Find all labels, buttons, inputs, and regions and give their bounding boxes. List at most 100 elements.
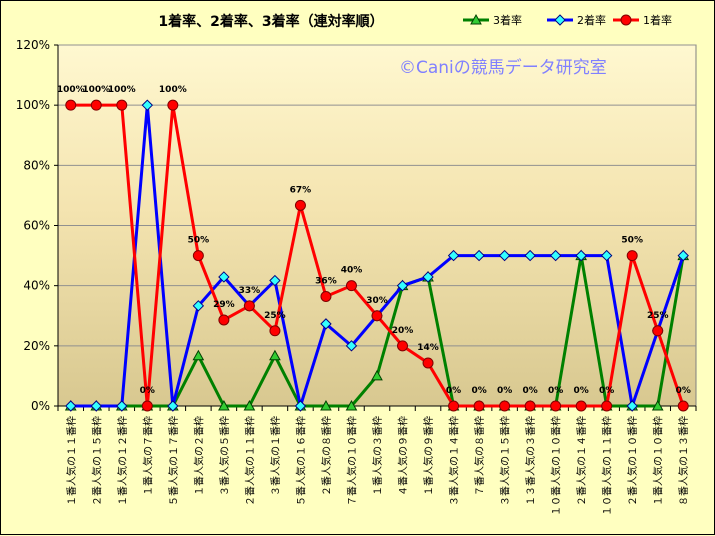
x-tick-label: １番人気の３番枠 <box>371 416 384 496</box>
y-tick-label: 100% <box>16 98 50 112</box>
legend-label: 2着率 <box>577 13 606 27</box>
legend: 3着率 2着率 1着率 <box>463 13 672 27</box>
data-point <box>601 400 613 412</box>
watermark: ©Caniの競馬データ研究室 <box>399 57 607 78</box>
x-tick-label: ３番人気の１番枠 <box>269 416 282 496</box>
y-tick-label: 40% <box>23 279 50 293</box>
data-point <box>65 400 77 412</box>
data-point <box>320 290 332 302</box>
data-point <box>243 399 256 411</box>
data-label: 29% <box>213 300 235 310</box>
legend-item: 2着率 <box>547 13 606 27</box>
data-point <box>90 400 102 412</box>
data-point <box>192 300 205 312</box>
data-point <box>167 400 179 412</box>
data-point <box>626 400 638 412</box>
x-tick-label: ２番人気の１４番枠 <box>575 416 588 506</box>
data-point <box>218 271 230 283</box>
data-point <box>167 99 179 111</box>
legend-label: 1着率 <box>643 13 672 27</box>
data-label: 0% <box>574 386 589 396</box>
data-point <box>554 14 566 26</box>
x-tick-label: ５番人気の１７番枠 <box>167 416 180 506</box>
x-tick-label: ２番人気の１０番枠 <box>626 416 639 506</box>
data-point <box>269 325 281 337</box>
data-point <box>345 399 358 411</box>
data-label: 30% <box>366 296 388 306</box>
data-point <box>116 99 128 111</box>
x-tick-label: ２番人気の１５番枠 <box>90 416 103 506</box>
data-point <box>651 399 664 411</box>
data-point <box>550 400 562 412</box>
data-point <box>447 249 460 262</box>
data-point <box>575 400 587 412</box>
data-label: 33% <box>239 286 261 296</box>
data-label: 36% <box>315 276 337 286</box>
data-point <box>620 14 632 26</box>
x-tick-label: １０番人気の１０番枠 <box>550 416 563 516</box>
data-point <box>116 400 128 412</box>
x-tick-label: １番人気の２番枠 <box>192 416 205 496</box>
data-label: 100% <box>159 85 187 95</box>
data-point <box>371 369 383 381</box>
x-tick-label: ３番人気の１４番枠 <box>448 416 461 506</box>
gridlines <box>58 44 696 347</box>
data-point <box>600 249 613 262</box>
data-point <box>320 318 332 330</box>
x-tick-label: １番人気の９番枠 <box>422 416 435 496</box>
data-point <box>345 280 357 292</box>
data-label: 67% <box>290 185 312 195</box>
data-label: 100% <box>57 85 85 95</box>
x-tick-label: ７番人気の８番枠 <box>473 416 486 496</box>
data-point <box>524 249 536 262</box>
x-tick-label: ３番人気の５番枠 <box>218 416 231 496</box>
data-point <box>294 400 307 412</box>
chart-title: 1着率、2着率、3着率（連対率順） <box>158 13 383 30</box>
x-tick-label: ２番人気の１１番枠 <box>243 416 256 506</box>
x-tick-label: １番人気の７番枠 <box>141 416 154 496</box>
data-point <box>320 399 332 411</box>
data-label: 25% <box>264 311 286 321</box>
data-point <box>90 99 102 111</box>
x-tick-label: １番人気の１１番枠 <box>65 416 78 506</box>
data-label: 0% <box>548 386 563 396</box>
data-point <box>192 250 204 262</box>
data-label: 50% <box>188 236 210 246</box>
legend-item: 1着率 <box>613 13 672 27</box>
data-labels: 100%100%100%0%100%50%29%33%25%67%36%40%3… <box>57 85 691 396</box>
data-label: 50% <box>621 236 643 246</box>
x-tick-label: ２番人気の８番枠 <box>320 416 333 496</box>
x-tick-label: ５番人気の１６番枠 <box>294 416 307 506</box>
data-label: 40% <box>341 266 363 276</box>
data-point <box>269 349 281 361</box>
y-tick-label: 0% <box>31 399 50 413</box>
data-label: 0% <box>140 386 155 396</box>
data-point <box>397 340 409 352</box>
y-tick-label: 120% <box>16 38 50 52</box>
data-label: 14% <box>417 343 439 353</box>
legend-label: 3着率 <box>493 13 522 27</box>
data-point <box>549 249 562 262</box>
y-tick-label: 60% <box>23 219 50 233</box>
x-tick-label: １０番人気の１１番枠 <box>601 416 614 516</box>
data-point <box>470 13 482 25</box>
data-point <box>677 400 689 412</box>
data-point <box>422 271 434 283</box>
data-label: 25% <box>647 311 669 321</box>
data-point <box>575 249 587 262</box>
x-axis: １番人気の１１番枠 ２番人気の１５番枠 １番人気の１２番枠 １番人気の７番枠 ５番人気の… <box>57 405 697 516</box>
data-label: 20% <box>392 326 414 336</box>
data-point <box>218 399 230 411</box>
data-point <box>294 199 306 211</box>
data-point <box>243 300 255 312</box>
data-point <box>396 279 409 292</box>
series-layer <box>64 99 690 412</box>
legend-item: 3着率 <box>463 13 522 27</box>
data-point <box>218 314 230 326</box>
x-tick-label: ４番人気の９番枠 <box>397 416 410 496</box>
x-tick-label: １番人気の１０番枠 <box>652 416 665 506</box>
data-point <box>269 274 281 287</box>
data-point <box>524 400 536 412</box>
data-label: 0% <box>497 386 512 396</box>
